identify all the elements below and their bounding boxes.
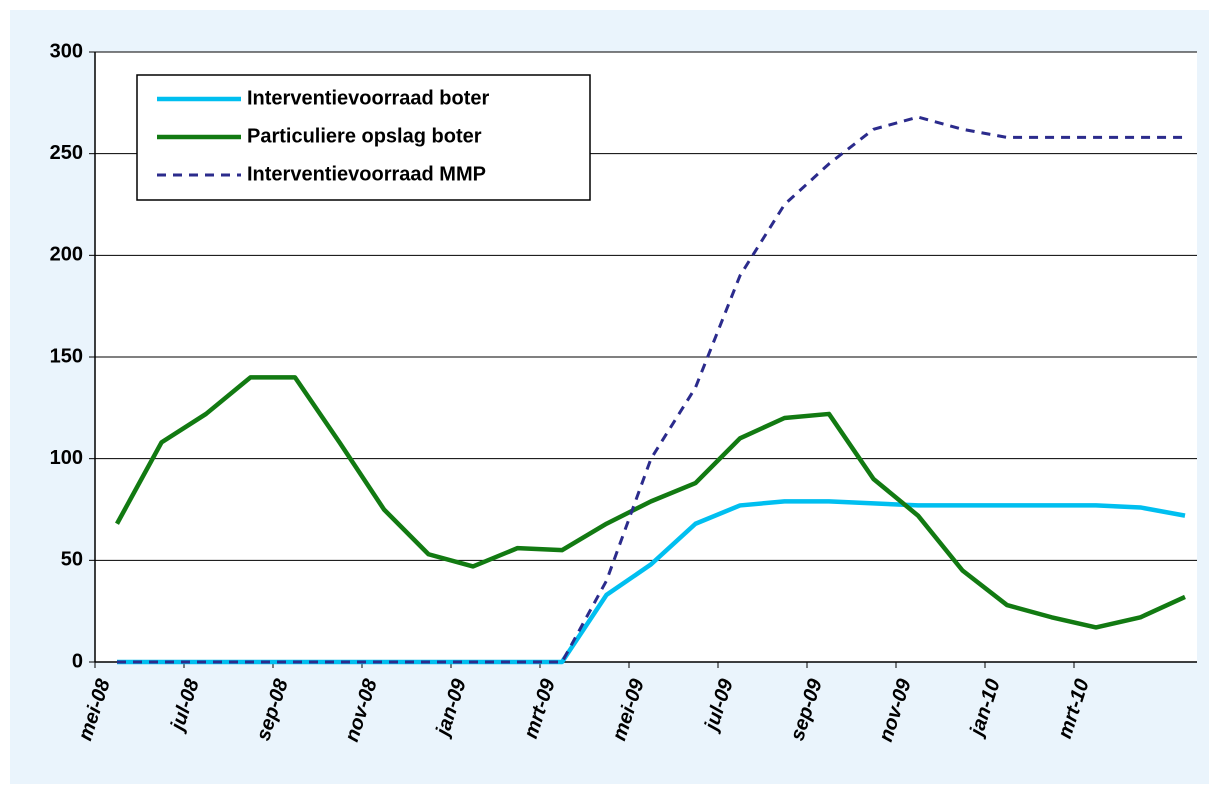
y-tick-label: 150	[50, 345, 83, 367]
legend-label: Interventievoorraad boter	[247, 87, 490, 109]
y-tick-label: 50	[61, 549, 83, 571]
y-tick-label: 100	[50, 447, 83, 469]
series-line	[117, 115, 1185, 664]
y-tick-label: 300	[50, 40, 83, 62]
y-tick-label: 0	[72, 650, 83, 672]
y-tick-label: 250	[50, 142, 83, 164]
series-line	[115, 375, 1186, 630]
legend-label: Interventievoorraad MMP	[247, 163, 486, 185]
y-tick-label: 200	[50, 244, 83, 266]
legend-label: Particuliere opslag boter	[247, 125, 482, 147]
